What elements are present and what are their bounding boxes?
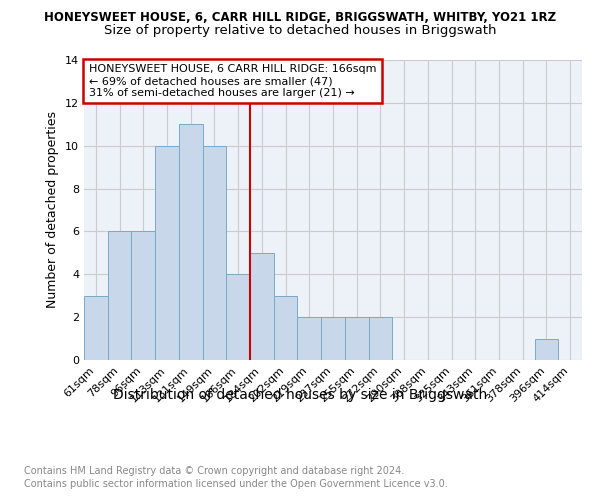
Bar [298,317,321,360]
Text: Contains HM Land Registry data © Crown copyright and database right 2024.: Contains HM Land Registry data © Crown c… [24,466,404,476]
Bar [368,317,392,360]
Text: Size of property relative to detached houses in Briggswath: Size of property relative to detached ho… [104,24,496,37]
Bar [108,232,131,360]
Bar [535,338,558,360]
Bar [155,146,179,360]
Bar [131,232,155,360]
Bar [226,274,250,360]
Bar [84,296,108,360]
Text: HONEYSWEET HOUSE, 6, CARR HILL RIDGE, BRIGGSWATH, WHITBY, YO21 1RZ: HONEYSWEET HOUSE, 6, CARR HILL RIDGE, BR… [44,11,556,24]
Bar [321,317,345,360]
Bar [203,146,226,360]
Bar [250,253,274,360]
Text: Distribution of detached houses by size in Briggswath: Distribution of detached houses by size … [113,388,487,402]
Bar [179,124,203,360]
Bar [274,296,298,360]
Text: Contains public sector information licensed under the Open Government Licence v3: Contains public sector information licen… [24,479,448,489]
Y-axis label: Number of detached properties: Number of detached properties [46,112,59,308]
Bar [345,317,368,360]
Text: HONEYSWEET HOUSE, 6 CARR HILL RIDGE: 166sqm
← 69% of detached houses are smaller: HONEYSWEET HOUSE, 6 CARR HILL RIDGE: 166… [89,64,376,98]
